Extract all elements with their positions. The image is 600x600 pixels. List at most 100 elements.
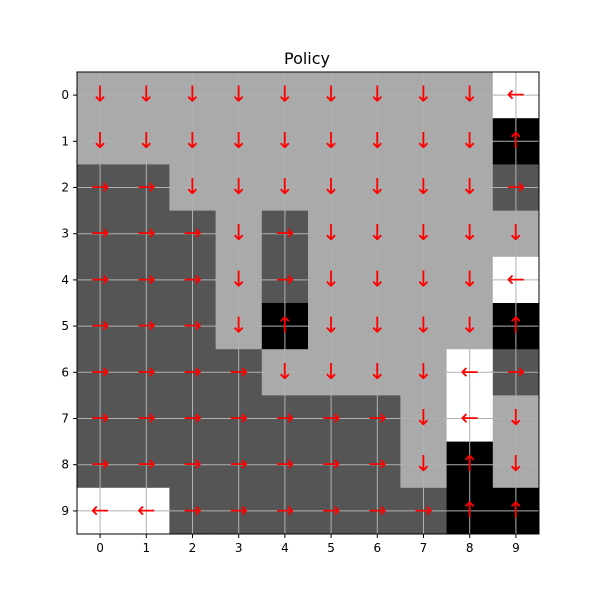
policy-arrow-4-4: → — [276, 267, 294, 292]
x-tick-label-6: 6 — [373, 541, 381, 555]
policy-arrow-9-6: → — [368, 498, 386, 523]
y-tick-label-2: 2 — [61, 181, 69, 195]
plot-frame — [76, 71, 540, 535]
policy-arrow-9-0: ← — [91, 498, 109, 523]
policy-arrow-9-3: → — [229, 498, 247, 523]
x-tick-label-4: 4 — [281, 541, 289, 555]
policy-arrow-2-9: → — [507, 175, 525, 200]
policy-arrow-5-6: ↓ — [368, 314, 386, 339]
policy-arrow-7-1: → — [137, 406, 155, 431]
policy-arrow-3-6: ↓ — [368, 221, 386, 246]
policy-arrow-7-3: → — [229, 406, 247, 431]
policy-arrow-2-2: ↓ — [183, 175, 201, 200]
policy-arrow-5-4: ↑ — [276, 314, 294, 339]
policy-arrows: ↓ ↓ ↓ ↓ ↓ ↓ ↓ ↓ ↓ ← ↓ ↓ ↓ ↓ ↓ ↓ ↓ ↓ ↓ ↑ → → ↓ ↓ ↓ ↓ ↓ ↓ ↓ → → → → ↓ → ↓ ↓ ↓ ↓ ↓… — [91, 83, 525, 524]
policy-arrow-0-4: ↓ — [276, 83, 294, 108]
policy-arrow-7-5: → — [322, 406, 340, 431]
policy-arrow-4-8: ↓ — [460, 267, 478, 292]
policy-arrow-0-1: ↓ — [137, 83, 155, 108]
y-tick-label-6: 6 — [61, 365, 69, 379]
x-tick-label-1: 1 — [142, 541, 150, 555]
policy-arrow-1-1: ↓ — [137, 129, 155, 154]
policy-arrow-8-4: → — [276, 452, 294, 477]
y-axis-ticks: 0 1 2 3 4 5 6 7 8 9 — [61, 88, 77, 518]
x-axis-ticks: 0 1 2 3 4 5 6 7 8 9 — [96, 534, 520, 555]
policy-arrow-2-4: ↓ — [276, 175, 294, 200]
policy-arrow-6-9: → — [507, 360, 525, 385]
x-tick-label-5: 5 — [327, 541, 335, 555]
policy-arrow-0-5: ↓ — [322, 83, 340, 108]
policy-arrow-5-1: → — [137, 314, 155, 339]
policy-arrow-2-3: ↓ — [229, 175, 247, 200]
policy-arrow-6-8: ← — [460, 360, 478, 385]
policy-arrow-3-4: → — [276, 221, 294, 246]
policy-arrow-6-0: → — [91, 360, 109, 385]
y-tick-label-1: 1 — [61, 134, 69, 148]
policy-arrow-6-7: ↓ — [414, 360, 432, 385]
policy-arrow-1-9: ↑ — [507, 129, 525, 154]
policy-arrow-3-5: ↓ — [322, 221, 340, 246]
policy-arrow-8-3: → — [229, 452, 247, 477]
policy-arrow-6-6: ↓ — [368, 360, 386, 385]
policy-arrow-0-0: ↓ — [91, 83, 109, 108]
policy-arrow-6-5: ↓ — [322, 360, 340, 385]
policy-arrow-6-2: → — [183, 360, 201, 385]
policy-arrow-2-7: ↓ — [414, 175, 432, 200]
policy-arrow-1-5: ↓ — [322, 129, 340, 154]
policy-arrow-7-4: → — [276, 406, 294, 431]
chart-title: Policy — [284, 49, 330, 68]
policy-arrow-7-2: → — [183, 406, 201, 431]
policy-arrow-1-7: ↓ — [414, 129, 432, 154]
policy-arrow-0-7: ↓ — [414, 83, 432, 108]
policy-arrow-8-0: → — [91, 452, 109, 477]
policy-arrow-4-6: ↓ — [368, 267, 386, 292]
policy-arrow-8-2: → — [183, 452, 201, 477]
policy-arrow-8-5: → — [322, 452, 340, 477]
policy-arrow-7-6: → — [368, 406, 386, 431]
y-tick-label-3: 3 — [61, 227, 69, 241]
policy-arrow-9-4: → — [276, 498, 294, 523]
policy-arrow-5-0: → — [91, 314, 109, 339]
policy-arrow-8-9: ↓ — [507, 452, 525, 477]
policy-arrow-1-3: ↓ — [229, 129, 247, 154]
gridlines — [77, 72, 539, 534]
policy-arrow-3-8: ↓ — [460, 221, 478, 246]
y-tick-label-5: 5 — [61, 319, 69, 333]
policy-arrow-9-1: ← — [137, 498, 155, 523]
policy-arrow-2-6: ↓ — [368, 175, 386, 200]
policy-arrow-5-3: ↓ — [229, 314, 247, 339]
policy-arrow-0-6: ↓ — [368, 83, 386, 108]
policy-arrow-4-0: → — [91, 267, 109, 292]
policy-arrow-5-5: ↓ — [322, 314, 340, 339]
y-tick-label-8: 8 — [61, 458, 69, 472]
policy-arrow-0-8: ↓ — [460, 83, 478, 108]
x-tick-label-2: 2 — [189, 541, 197, 555]
policy-arrow-3-9: ↓ — [507, 221, 525, 246]
policy-arrow-4-5: ↓ — [322, 267, 340, 292]
policy-arrow-1-8: ↓ — [460, 129, 478, 154]
policy-arrow-9-7: → — [414, 498, 432, 523]
y-tick-label-4: 4 — [61, 273, 69, 287]
policy-arrow-7-9: ↓ — [507, 406, 525, 431]
policy-arrow-7-0: → — [91, 406, 109, 431]
policy-arrow-0-2: ↓ — [183, 83, 201, 108]
policy-arrow-9-2: → — [183, 498, 201, 523]
policy-arrow-4-2: → — [183, 267, 201, 292]
policy-arrow-6-4: ↓ — [276, 360, 294, 385]
policy-arrow-2-5: ↓ — [322, 175, 340, 200]
policy-arrow-8-6: → — [368, 452, 386, 477]
policy-arrow-4-1: → — [137, 267, 155, 292]
policy-arrow-1-0: ↓ — [91, 129, 109, 154]
policy-arrow-1-6: ↓ — [368, 129, 386, 154]
policy-arrow-3-3: ↓ — [229, 221, 247, 246]
y-tick-label-9: 9 — [61, 504, 69, 518]
policy-arrow-0-3: ↓ — [229, 83, 247, 108]
policy-arrow-5-9: ↑ — [507, 314, 525, 339]
y-tick-label-7: 7 — [61, 412, 69, 426]
policy-arrow-4-7: ↓ — [414, 267, 432, 292]
x-tick-label-3: 3 — [235, 541, 243, 555]
policy-arrow-0-9: ← — [507, 83, 525, 108]
policy-arrow-8-1: → — [137, 452, 155, 477]
policy-arrow-1-2: ↓ — [183, 129, 201, 154]
